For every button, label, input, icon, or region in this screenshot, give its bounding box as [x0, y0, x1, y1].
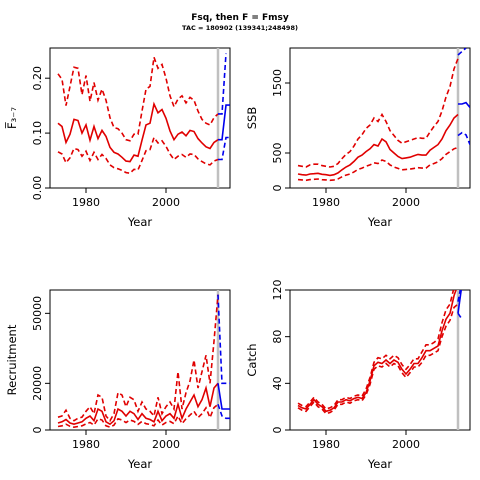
x-tick-label: 2000 — [392, 438, 420, 451]
plot-frame — [289, 47, 471, 189]
y-axis-label: Recruitment — [5, 324, 19, 395]
series-projection-lower — [457, 312, 463, 320]
series-projection-median — [457, 290, 463, 314]
series-historical-median — [57, 382, 219, 426]
series-group — [57, 53, 230, 175]
series-projection-lower — [217, 404, 230, 420]
series-historical-median — [297, 290, 457, 413]
plot-frame — [49, 47, 231, 189]
figure-subtitle: TAC = 180902 (139341;248498) — [182, 24, 298, 32]
y-tick-label: 50000 — [31, 296, 44, 331]
y-tick-label: 20000 — [31, 366, 44, 401]
y-tick-label: 120 — [271, 280, 284, 301]
series-projection-median — [217, 383, 230, 410]
panel-f: 1980 2000 0.00 0.10 0.20 Year F̅₃₋₇ — [4, 47, 231, 229]
series-projection-upper — [218, 53, 227, 115]
y-tick-label: 40 — [271, 376, 284, 390]
figure-title: Fsq, then F = Fmsy — [191, 13, 289, 23]
y-tick-label: 0.20 — [31, 66, 44, 91]
series-projection-median — [218, 104, 230, 141]
y-tick-label: 0 — [271, 427, 284, 434]
x-axis-label: Year — [367, 457, 393, 471]
y-tick-label: 1500 — [271, 69, 284, 97]
x-tick-label: 1980 — [72, 196, 100, 209]
x-tick-label: 2000 — [152, 196, 180, 209]
series-historical-lower — [57, 135, 219, 175]
series-projection-lower — [218, 136, 230, 161]
y-tick-label: 80 — [271, 330, 284, 344]
series-historical-upper — [57, 57, 219, 142]
series-historical-median — [57, 101, 219, 163]
x-tick-label: 2000 — [152, 438, 180, 451]
x-tick-label: 1980 — [312, 438, 340, 451]
series-historical-lower — [297, 303, 459, 415]
series-group — [57, 294, 230, 429]
y-axis-label: SSB — [245, 107, 259, 130]
series-historical-lower — [57, 403, 219, 429]
x-axis-label: Year — [127, 215, 153, 229]
series-projection-upper — [217, 294, 230, 385]
series-historical-median — [297, 113, 459, 177]
series-projection-upper — [457, 290, 462, 302]
series-group — [297, 48, 470, 182]
y-tick-label: 0.00 — [31, 176, 44, 201]
panel-catch: 1980 2000 0 40 80 120 Year Catch — [245, 280, 471, 471]
x-tick-label: 1980 — [72, 438, 100, 451]
x-axis-label: Year — [127, 457, 153, 471]
series-projection-upper — [457, 48, 467, 56]
series-historical-upper — [57, 294, 219, 423]
series-group — [297, 290, 463, 415]
series-projection-lower — [457, 131, 470, 145]
x-tick-label: 2000 — [392, 196, 420, 209]
y-tick-label: 0.10 — [31, 121, 44, 146]
plot-frame — [49, 289, 231, 431]
panel-ssb: 1980 2000 0 500 1500 Year SSB — [245, 47, 471, 229]
x-tick-label: 1980 — [312, 196, 340, 209]
series-historical-lower — [297, 146, 459, 182]
series-historical-upper — [297, 58, 459, 168]
x-axis-label: Year — [367, 215, 393, 229]
y-tick-label: 0 — [271, 185, 284, 192]
plot-frame — [289, 289, 471, 431]
series-projection-median — [458, 101, 470, 109]
y-tick-label: 0 — [31, 427, 44, 434]
y-tick-label: 500 — [271, 143, 284, 164]
series-historical-upper — [297, 290, 455, 410]
y-axis-label: F̅₃₋₇ — [4, 107, 19, 129]
y-axis-label: Catch — [245, 343, 259, 376]
